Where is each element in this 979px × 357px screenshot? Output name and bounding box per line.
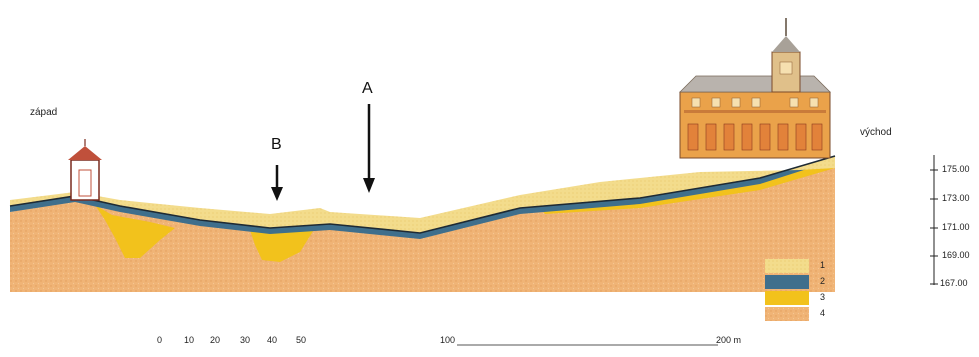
- scale-label: 40: [267, 335, 278, 345]
- legend-swatch-4: [765, 307, 809, 321]
- ground-line: [9, 155, 836, 234]
- layer-3-pocket-left: [95, 205, 175, 258]
- layer-4-bedrock: [10, 160, 835, 292]
- west-label: západ: [30, 107, 58, 118]
- arrow-b: [271, 165, 283, 201]
- scale-label: 200 m: [716, 335, 742, 345]
- legend-swatch-3: [765, 291, 809, 305]
- east-label: východ: [860, 127, 892, 138]
- legend-label: 1: [820, 260, 826, 270]
- layer-3-pocket-mid: [250, 228, 315, 262]
- elevation-tick: 169.00: [942, 250, 970, 260]
- legend-label: 4: [820, 308, 826, 318]
- west-tower-building: [68, 139, 102, 201]
- scale-label: 50: [296, 335, 307, 345]
- legend-label: 3: [820, 292, 826, 302]
- east-chateau-building: [679, 18, 831, 159]
- elevation-tick: 171.00: [942, 222, 970, 232]
- legend-label: 2: [820, 276, 826, 286]
- legend-swatch-1: [765, 259, 809, 273]
- scale-label: 100: [440, 335, 456, 345]
- scale-label: 20: [210, 335, 221, 345]
- elevation-tick: 167.00: [940, 278, 968, 288]
- elevation-tick: 175.00: [942, 164, 970, 174]
- legend-swatches: [765, 259, 809, 321]
- point-b-label: B: [271, 136, 282, 153]
- legend-swatch-2: [765, 275, 809, 289]
- arrow-a: [363, 104, 375, 193]
- scale-label: 30: [240, 335, 251, 345]
- elevation-scale: [930, 155, 938, 285]
- layer-2-band: [10, 156, 835, 239]
- layer-1-surface: [10, 156, 835, 233]
- point-a-label: A: [362, 80, 373, 97]
- scale-label: 10: [184, 335, 195, 345]
- scale-label: 0: [157, 335, 163, 345]
- elevation-tick: 173.00: [942, 193, 970, 203]
